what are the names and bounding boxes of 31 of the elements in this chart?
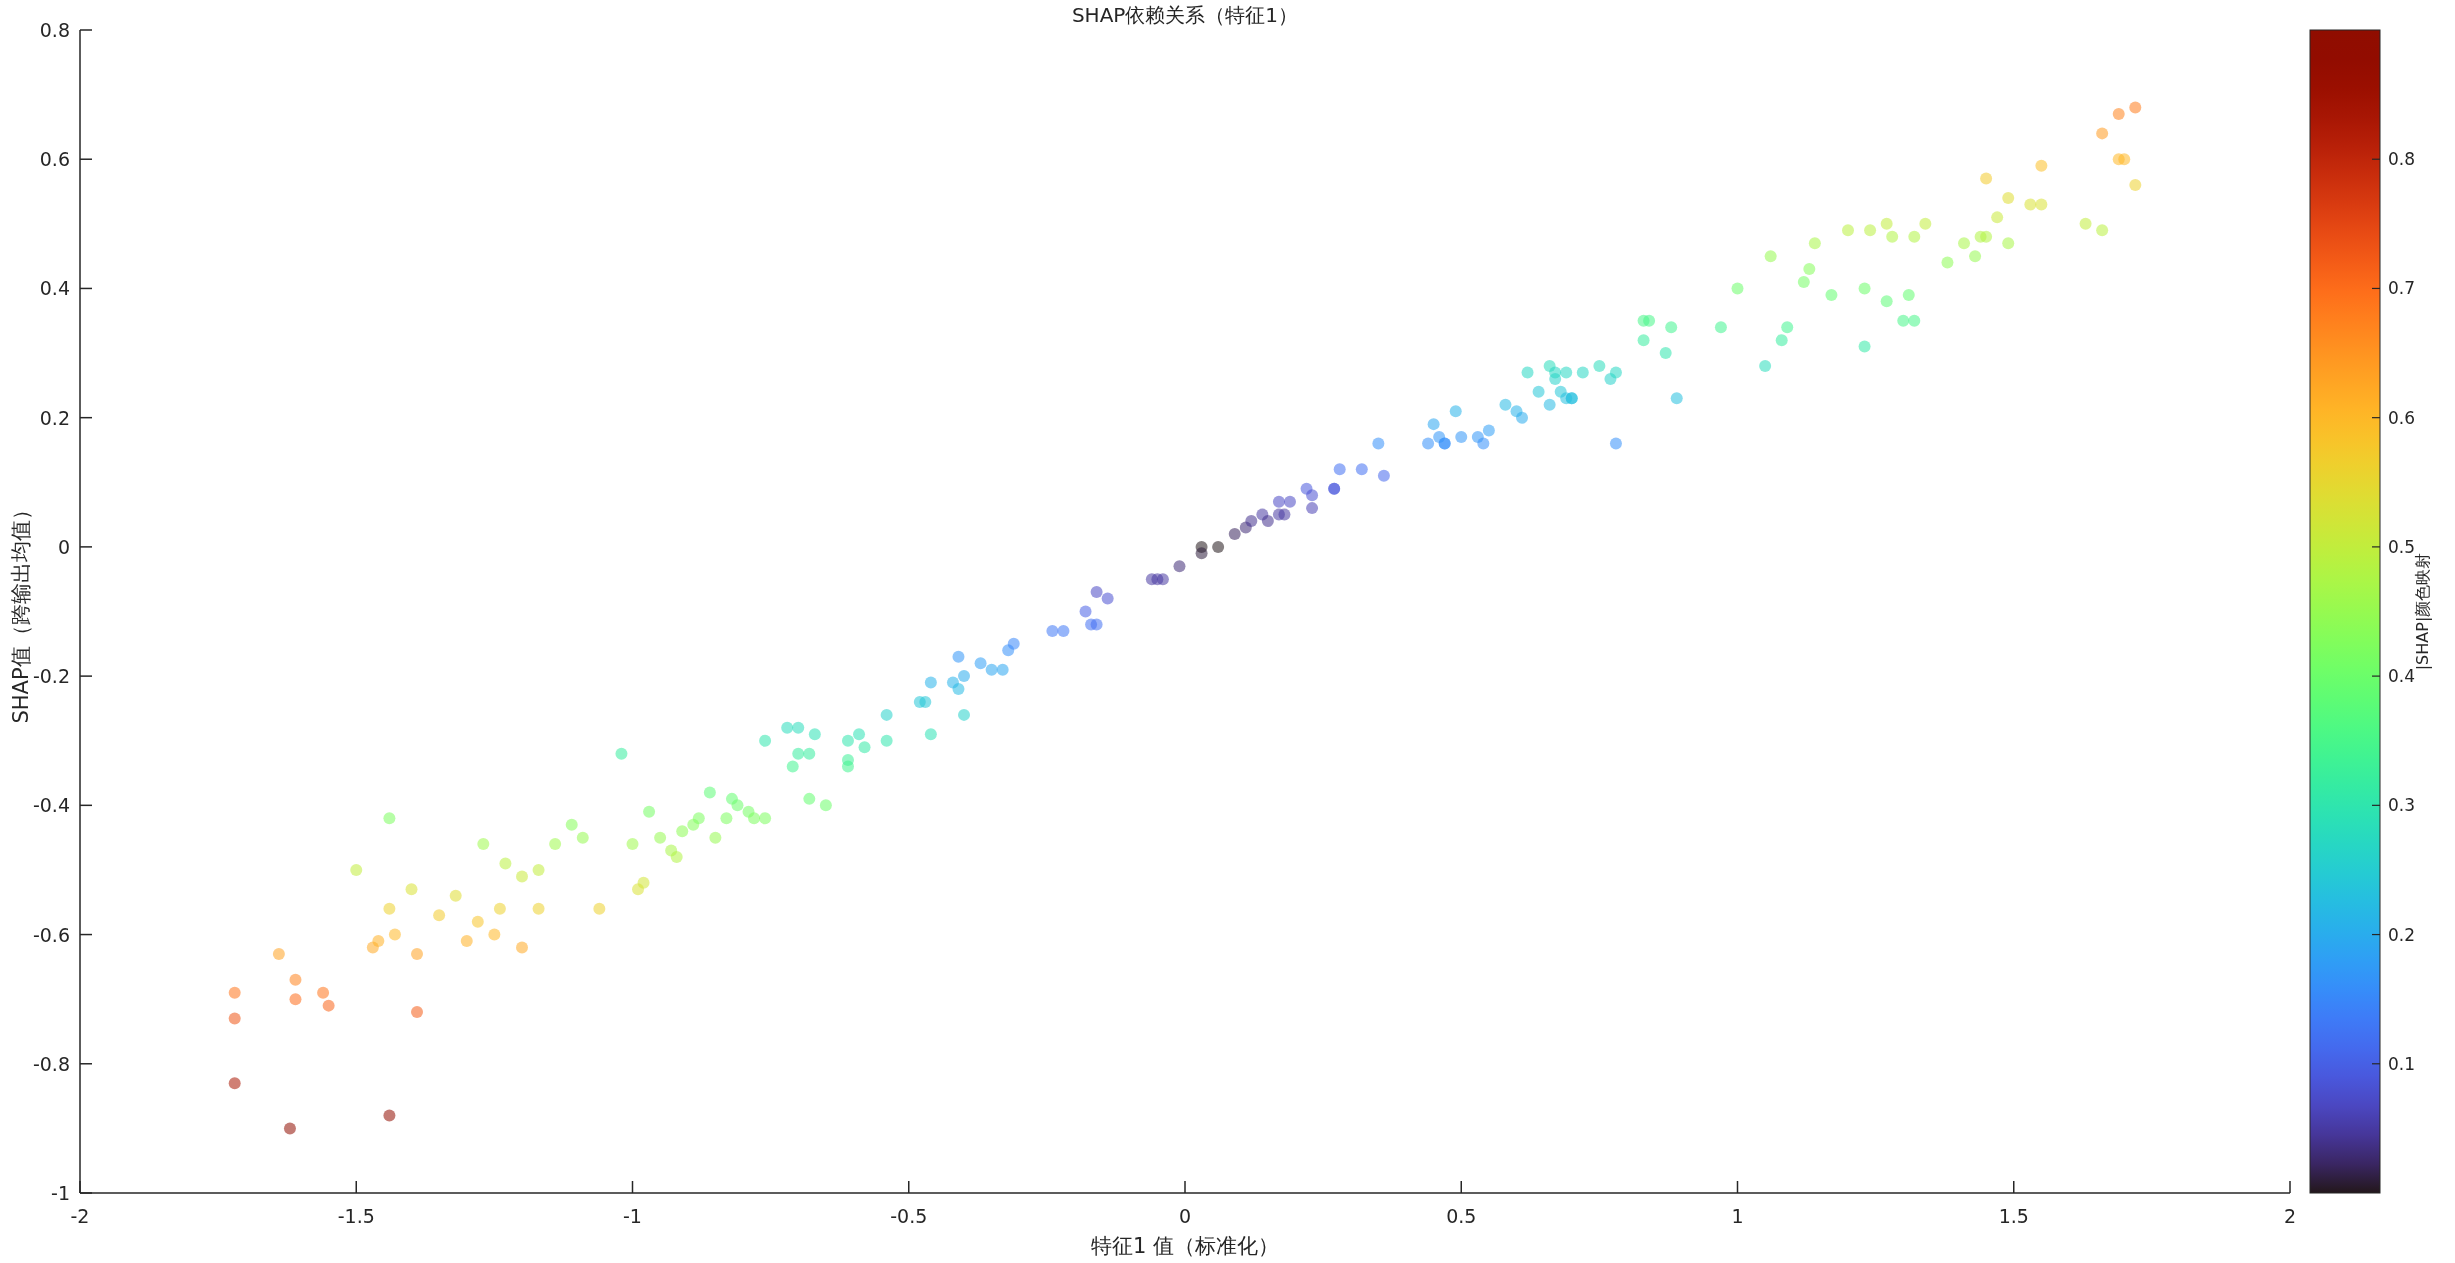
y-tick-label: 0.8 — [39, 19, 70, 41]
y-tick-label: -0.6 — [32, 923, 70, 946]
x-tick-label: 0.5 — [1446, 1205, 1477, 1227]
color-bar-label: 0.7 — [2388, 278, 2416, 299]
y-tick-label: 0 — [57, 535, 70, 558]
x-tick-label: -1.5 — [337, 1205, 375, 1227]
x-tick-label: -1 — [623, 1205, 642, 1227]
x-tick-label: -2 — [70, 1205, 90, 1227]
y-tick-label: -0.8 — [32, 1052, 70, 1075]
y-tick-label: -0.4 — [32, 794, 70, 817]
color-bar-label: 0.8 — [2388, 149, 2416, 170]
x-tick-label: 1 — [1731, 1205, 1744, 1227]
chart-title: SHAP依赖关系（特征1） — [1071, 3, 1299, 27]
x-tick-label: -0.5 — [890, 1205, 928, 1227]
x-tick-label: 1.5 — [1998, 1205, 2029, 1227]
y-tick-label: -0.2 — [32, 665, 70, 688]
color-bar-label: 0.4 — [2388, 666, 2416, 687]
y-tick-label: -1 — [51, 1182, 70, 1204]
x-axis-title: 特征1 值（标准化） — [1090, 1234, 1280, 1258]
y-tick-label: 0.4 — [39, 277, 70, 300]
color-bar-title: |SHAP|颜色映射 — [2413, 552, 2432, 671]
y-tick-label: 0.2 — [39, 406, 70, 429]
color-bar-label: 0.5 — [2388, 536, 2416, 557]
y-axis-title: SHAP值（跨输出均值） — [9, 499, 33, 724]
x-tick-label: 0 — [1178, 1205, 1192, 1227]
y-tick-label: 0.6 — [39, 148, 70, 171]
x-tick-label: 2 — [2283, 1205, 2297, 1227]
color-bar-label: 0.3 — [2388, 795, 2416, 816]
color-bar-label: 0.6 — [2388, 407, 2416, 428]
color-bar-label: 0.1 — [2388, 1053, 2416, 1074]
color-bar-label: 0.2 — [2388, 924, 2416, 945]
